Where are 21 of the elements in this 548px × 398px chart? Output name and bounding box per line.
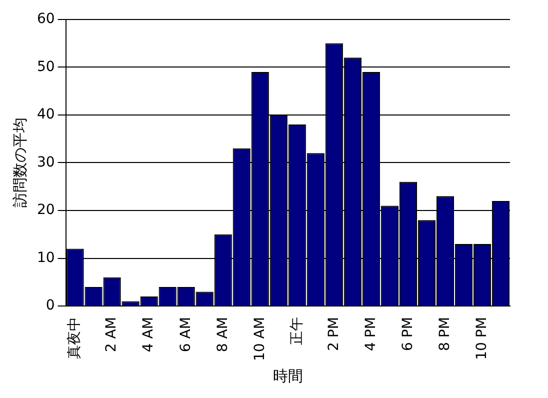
x-tick-label: 真夜中: [66, 317, 83, 360]
x-tick-label: 2 PM: [326, 317, 342, 351]
x-tick-label: 4 AM: [140, 317, 157, 352]
x-tick-label: 正午: [288, 317, 305, 346]
y-tick-label: 60: [36, 11, 55, 28]
y-tick-label: 0: [46, 298, 55, 314]
x-tick-label: 8 PM: [436, 317, 453, 351]
y-axis-title: 訪問数の平均: [10, 118, 29, 208]
x-tick-label: 10 PM: [474, 317, 490, 360]
x-tick-label: 2 AM: [104, 317, 120, 352]
x-axis-title: 時間: [272, 366, 303, 385]
y-tick-label: 10: [36, 250, 55, 266]
x-tick-label: 8 AM: [214, 317, 231, 352]
x-tick-label: 6 AM: [178, 317, 194, 352]
x-tick-label: 10 AM: [252, 317, 268, 361]
y-tick-label: 20: [36, 202, 55, 218]
y-tick-label: 40: [36, 106, 55, 123]
y-tick-label: 50: [36, 58, 55, 75]
x-tick-label: 6 PM: [400, 317, 416, 351]
x-tick-label: 4 PM: [362, 317, 379, 351]
y-tick-label: 30: [36, 154, 55, 170]
